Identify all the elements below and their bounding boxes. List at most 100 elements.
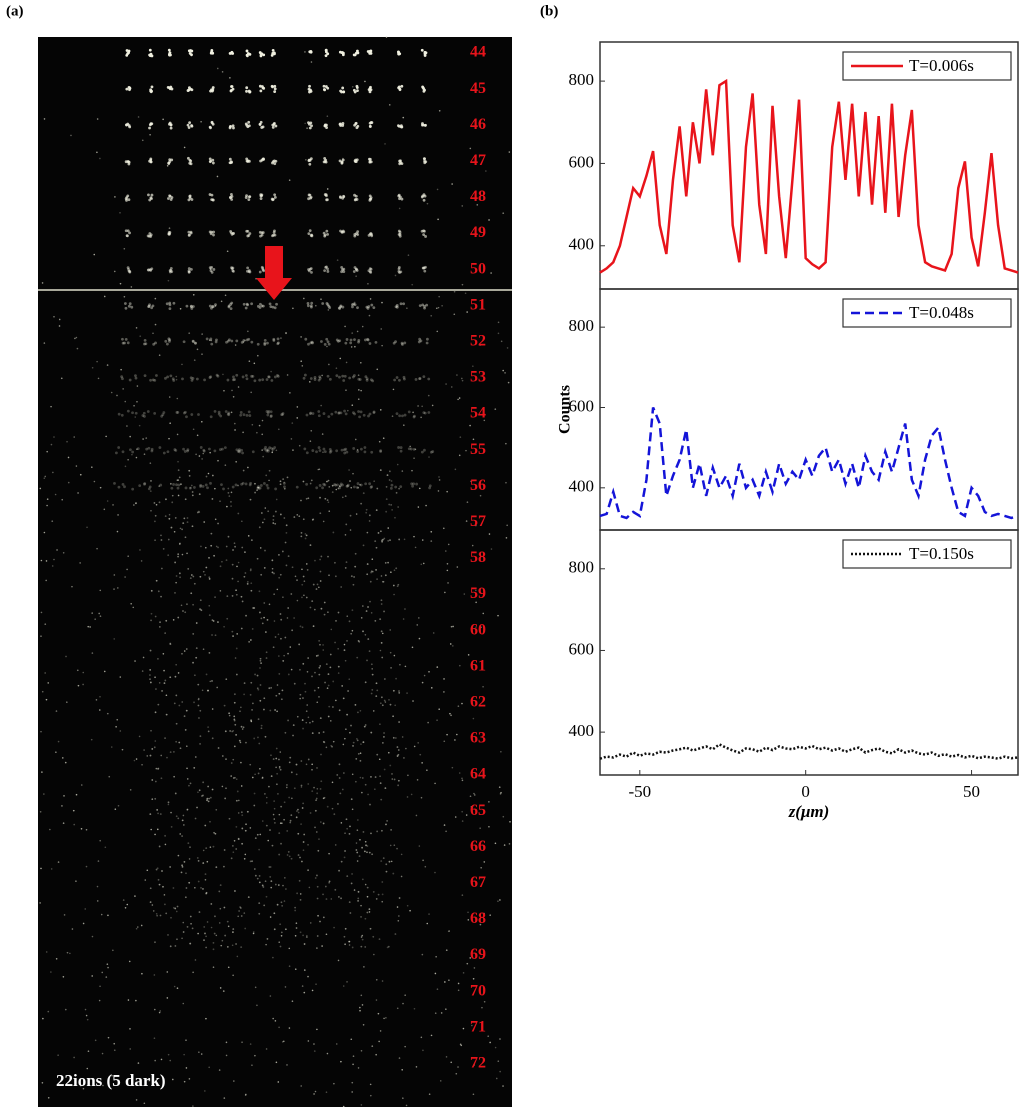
noise-dot xyxy=(390,652,392,654)
noise-dot xyxy=(509,843,511,845)
cloud-dot xyxy=(341,861,343,863)
ion-spot xyxy=(131,488,134,491)
noise-dot xyxy=(137,926,139,928)
ion-spot xyxy=(166,302,169,305)
noise-dot xyxy=(217,68,219,70)
noise-dot xyxy=(370,1084,372,1086)
cloud-dot xyxy=(307,844,309,846)
cloud-dot xyxy=(398,488,400,490)
cloud-dot xyxy=(385,824,387,826)
noise-dot xyxy=(338,896,340,898)
cloud-dot xyxy=(197,684,199,686)
noise-dot xyxy=(304,123,306,125)
noise-dot xyxy=(178,672,180,674)
ion-spot xyxy=(399,485,402,488)
noise-dot xyxy=(306,704,308,706)
noise-dot xyxy=(240,742,242,744)
noise-dot xyxy=(448,930,450,932)
cloud-dot xyxy=(381,657,383,659)
ion-spot xyxy=(115,451,118,454)
noise-dot xyxy=(71,586,73,588)
noise-dot xyxy=(221,561,223,563)
cloud-dot xyxy=(370,572,372,574)
noise-dot xyxy=(77,492,79,494)
ion-spot xyxy=(271,85,274,88)
noise-dot xyxy=(99,1000,101,1002)
cloud-dot xyxy=(208,576,210,578)
noise-dot xyxy=(182,1003,184,1005)
cloud-dot xyxy=(366,610,368,612)
noise-dot xyxy=(261,449,263,451)
ion-spot xyxy=(245,194,248,197)
ion-spot xyxy=(257,343,260,346)
noise-dot xyxy=(409,910,411,912)
noise-dot xyxy=(210,846,212,848)
noise-dot xyxy=(141,973,143,975)
noise-dot xyxy=(236,633,238,635)
ion-spot xyxy=(250,341,253,344)
ion-spot xyxy=(336,484,339,487)
ion-spot xyxy=(369,194,372,197)
cloud-dot xyxy=(185,729,187,731)
noise-dot xyxy=(326,346,328,348)
noise-dot xyxy=(129,1048,131,1050)
noise-dot xyxy=(201,353,203,355)
noise-dot xyxy=(354,346,356,348)
noise-dot xyxy=(444,981,446,983)
cloud-dot xyxy=(260,684,262,686)
cloud-dot xyxy=(231,731,233,733)
noise-dot xyxy=(295,968,297,970)
ion-spot xyxy=(325,54,328,57)
noise-dot xyxy=(77,348,79,350)
ion-spot xyxy=(148,232,151,235)
cloud-dot xyxy=(188,882,190,884)
noise-dot xyxy=(262,820,264,822)
cloud-dot xyxy=(176,938,178,940)
ion-spot xyxy=(246,125,249,128)
noise-dot xyxy=(241,785,243,787)
cloud-dot xyxy=(298,644,300,646)
noise-dot xyxy=(213,966,215,968)
row-label: 60 xyxy=(470,621,486,638)
cloud-dot xyxy=(241,628,243,630)
ion-spot xyxy=(147,193,150,196)
cloud-dot xyxy=(250,694,252,696)
noise-dot xyxy=(219,1069,221,1071)
noise-dot xyxy=(159,626,161,628)
noise-dot xyxy=(51,520,53,522)
noise-dot xyxy=(278,428,280,430)
cloud-dot xyxy=(218,747,220,749)
cloud-dot xyxy=(210,797,212,799)
noise-dot xyxy=(376,369,378,371)
cloud-dot xyxy=(356,738,358,740)
ion-spot xyxy=(266,342,269,345)
ion-spot xyxy=(261,378,264,381)
cloud-dot xyxy=(273,646,275,648)
noise-dot xyxy=(317,788,319,790)
noise-dot xyxy=(292,1000,294,1002)
ion-spot xyxy=(167,450,170,453)
cloud-dot xyxy=(321,608,323,610)
ion-spot xyxy=(247,159,250,162)
cloud-dot xyxy=(202,888,204,890)
cloud-dot xyxy=(381,603,383,605)
cloud-dot xyxy=(210,533,212,535)
cloud-dot xyxy=(151,748,153,750)
noise-dot xyxy=(438,296,440,298)
row-label: 51 xyxy=(470,296,486,313)
noise-dot xyxy=(406,307,408,309)
cloud-dot xyxy=(300,500,302,502)
cloud-dot xyxy=(362,741,364,743)
noise-dot xyxy=(55,494,57,496)
noise-dot xyxy=(357,829,359,831)
ion-spot xyxy=(326,87,329,90)
ion-spot xyxy=(353,485,356,488)
noise-dot xyxy=(250,827,252,829)
cloud-dot xyxy=(198,717,200,719)
ion-spot xyxy=(235,374,238,377)
ion-spot xyxy=(323,269,326,272)
noise-dot xyxy=(101,972,103,974)
cloud-dot xyxy=(191,485,193,487)
cloud-dot xyxy=(273,573,275,575)
cloud-dot xyxy=(273,515,275,517)
